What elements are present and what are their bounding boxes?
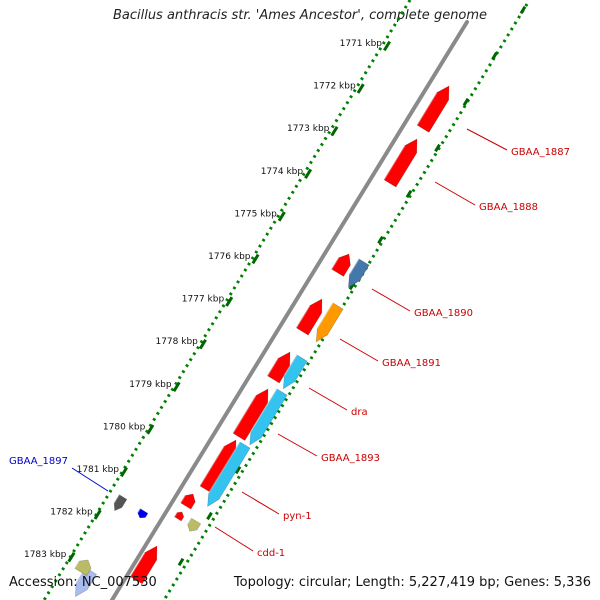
cds-arrow bbox=[173, 511, 185, 522]
cds-arrow bbox=[330, 253, 351, 277]
tick-mark bbox=[67, 552, 76, 563]
cds-arrow bbox=[383, 138, 418, 188]
tick-mark bbox=[93, 509, 102, 520]
inner-tick-mark bbox=[491, 51, 498, 61]
gene-label: pyn-1 bbox=[283, 511, 312, 522]
leader-line bbox=[277, 433, 318, 457]
inner-tick-mark bbox=[405, 189, 413, 199]
tick-mark bbox=[198, 339, 207, 350]
label-leaders bbox=[71, 128, 508, 552]
tick-mark bbox=[146, 424, 155, 435]
accession-label: Accession: NC_007530 bbox=[9, 575, 157, 590]
cyan-feature bbox=[207, 441, 251, 508]
leader-line bbox=[71, 467, 109, 492]
genome-backbone bbox=[110, 20, 469, 600]
orange-feature bbox=[315, 302, 344, 343]
tick-label: 1781 kbp bbox=[77, 465, 120, 475]
inner-tick-mark bbox=[519, 5, 527, 15]
cds-arrow bbox=[416, 85, 450, 133]
leader-line bbox=[308, 387, 348, 411]
inner-tick-mark bbox=[234, 465, 242, 475]
tick-label: 1775 kbp bbox=[234, 209, 277, 219]
cds-arrow bbox=[295, 298, 323, 336]
gene-label: GBAA_1897 bbox=[9, 456, 68, 467]
cds-arrow bbox=[266, 351, 291, 384]
tick-label: 1771 kbp bbox=[340, 39, 383, 49]
tick-label: 1776 kbp bbox=[208, 252, 251, 262]
tick-label: 1772 kbp bbox=[313, 82, 356, 92]
tick-label: 1780 kbp bbox=[103, 422, 146, 432]
gene-label: cdd-1 bbox=[257, 548, 285, 559]
tick-mark bbox=[225, 296, 234, 307]
tick-mark bbox=[172, 381, 181, 392]
gray-feature bbox=[113, 494, 128, 512]
gene-label: GBAA_1890 bbox=[414, 308, 473, 319]
blue-feature bbox=[137, 508, 149, 519]
tick-mark bbox=[251, 253, 260, 265]
gene-label: GBAA_1887 bbox=[511, 147, 570, 158]
cds-arrow bbox=[129, 545, 158, 585]
tick-mark bbox=[330, 126, 339, 137]
tick-mark bbox=[383, 40, 391, 52]
leader-line bbox=[339, 338, 379, 362]
inner-tick-mark bbox=[177, 557, 185, 567]
tick-mark bbox=[356, 83, 365, 94]
backbone-line bbox=[110, 20, 469, 600]
tick-label: 1778 kbp bbox=[155, 337, 198, 347]
inner-tick-mark bbox=[434, 143, 441, 153]
outer-dotted-ring bbox=[42, 0, 412, 600]
tick-label: 1773 kbp bbox=[287, 124, 330, 134]
leader-line bbox=[434, 181, 476, 206]
khaki-feature bbox=[74, 559, 92, 577]
cds-arrow bbox=[179, 493, 196, 510]
gene-label: GBAA_1891 bbox=[382, 358, 441, 369]
steelblue-feature bbox=[348, 258, 370, 289]
leader-line bbox=[241, 491, 280, 515]
tick-label: 1779 kbp bbox=[129, 380, 172, 390]
inner-tick-mark bbox=[377, 235, 384, 245]
cyan-feature bbox=[249, 388, 288, 446]
gene-features bbox=[74, 85, 450, 598]
gene-label: GBAA_1888 bbox=[479, 202, 538, 213]
gene-label: dra bbox=[351, 407, 368, 418]
tick-mark bbox=[304, 168, 313, 179]
tick-label: 1782 kbp bbox=[50, 508, 93, 518]
khaki-feature bbox=[186, 517, 202, 532]
tick-marks: 1771 kbp 1772 kbp 1773 kbp 1774 kbp 1775 kbp… bbox=[24, 5, 527, 567]
cds-arrow bbox=[232, 388, 269, 441]
tick-label: 1774 kbp bbox=[261, 167, 304, 177]
tick-mark bbox=[277, 211, 286, 222]
tick-mark bbox=[120, 466, 128, 478]
leader-line bbox=[371, 288, 411, 312]
leader-line bbox=[214, 526, 254, 552]
tick-rings bbox=[42, 0, 529, 600]
map-title: Bacillus anthracis str. 'Ames Ancestor',… bbox=[112, 8, 488, 23]
tick-label: 1783 kbp bbox=[24, 550, 67, 560]
tick-label: 1777 kbp bbox=[182, 295, 225, 305]
topology-label: Topology: circular; Length: 5,227,419 bp… bbox=[233, 575, 591, 590]
inner-tick-mark bbox=[462, 97, 470, 107]
leader-line bbox=[466, 128, 508, 151]
cyan-feature bbox=[282, 354, 308, 390]
inner-tick-mark bbox=[206, 511, 213, 521]
gene-label: GBAA_1893 bbox=[321, 453, 380, 464]
